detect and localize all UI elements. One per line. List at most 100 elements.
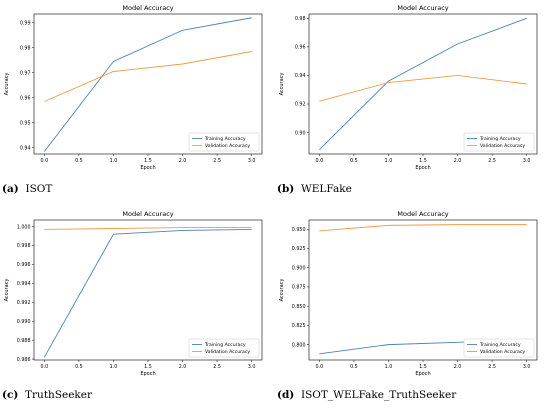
chart-title: Model Accuracy	[397, 4, 448, 12]
caption-letter-a: (a)	[2, 183, 19, 195]
x-tick-label: 0.5	[350, 158, 358, 164]
y-tick-label: 0.875	[292, 285, 306, 291]
y-tick-label: 0.92	[295, 102, 306, 108]
x-tick-label: 2.5	[213, 364, 221, 370]
legend-label: Training Accuracy	[479, 342, 521, 348]
x-axis-label: Epoch	[415, 165, 430, 171]
caption-text-d: ISOT_WELFake_TruthSeeker	[300, 389, 457, 401]
validation-accuracy-line	[319, 224, 527, 232]
chart-svg-c: Model Accuracy 0.0 0.5 1.0 1.5 2.0 2.5 3.0 0.986…	[4, 210, 263, 377]
caption-letter-d: (d)	[277, 389, 295, 401]
y-tick-label: 0.992	[17, 300, 31, 306]
x-tick-label: 2.0	[179, 364, 187, 370]
legend-label: Validation Accuracy	[480, 143, 525, 149]
x-tick-label: 3.0	[523, 158, 531, 164]
legend-label: Validation Accuracy	[205, 143, 250, 149]
y-axis-label: Accuracy	[4, 73, 10, 96]
validation-accuracy-line	[44, 51, 252, 102]
x-tick-label: 2.0	[179, 158, 187, 164]
y-tick-label: 0.925	[292, 246, 306, 252]
training-accuracy-line	[319, 17, 527, 151]
y-tick-label: 0.988	[17, 338, 31, 344]
legend-label: Training Accuracy	[204, 136, 246, 142]
y-tick-label: 0.95	[20, 120, 31, 126]
caption-text-b: WELFake	[300, 183, 352, 195]
x-tick-label: 1.5	[144, 364, 152, 370]
chart-svg-d: Model Accuracy 0.0 0.5 1.0 1.5 2.0 2.5 3.0 0.800…	[279, 210, 538, 377]
chart-panel-a: Model Accuracy 0.0 0.5 1.0 1.5 2.0 2.5 3.0 0.94 0…	[0, 0, 275, 205]
y-tick-label: 0.96	[295, 45, 306, 51]
legend-box	[463, 338, 535, 358]
chart-panel-b: Model Accuracy 0.0 0.5 1.0 1.5 2.0 2.5 3.0 0.90 0…	[275, 0, 550, 205]
caption-c: (c) TruthSeeker	[2, 389, 92, 401]
x-tick-label: 0.5	[75, 364, 83, 370]
x-tick-label: 2.0	[454, 364, 462, 370]
x-tick-label: 1.5	[419, 158, 427, 164]
legend-box	[188, 338, 260, 358]
x-tick-label: 1.0	[110, 364, 118, 370]
y-tick-label: 1.000	[17, 224, 31, 230]
x-tick-label: 2.5	[488, 158, 496, 164]
validation-accuracy-line	[44, 227, 252, 230]
legend-label: Training Accuracy	[479, 136, 521, 142]
y-tick-label: 0.99	[20, 20, 31, 26]
x-axis-label: Epoch	[140, 165, 155, 171]
x-tick-label: 1.0	[110, 158, 118, 164]
y-tick-label: 0.950	[292, 227, 306, 233]
chart-title: Model Accuracy	[122, 210, 173, 218]
x-axis-label: Epoch	[415, 371, 430, 377]
validation-accuracy-line	[319, 74, 527, 102]
y-tick-label: 0.990	[17, 319, 31, 325]
chart-title: Model Accuracy	[122, 4, 173, 12]
legend-label: Validation Accuracy	[480, 349, 525, 355]
caption-a: (a) ISOT	[2, 183, 52, 195]
x-tick-label: 0.5	[75, 158, 83, 164]
y-axis-label: Accuracy	[4, 279, 10, 302]
x-tick-label: 1.0	[385, 158, 393, 164]
legend-box	[188, 132, 260, 152]
x-tick-label: 2.5	[213, 158, 221, 164]
caption-text-c: TruthSeeker	[25, 389, 93, 401]
chart-svg-b: Model Accuracy 0.0 0.5 1.0 1.5 2.0 2.5 3.0 0.90 0…	[279, 4, 538, 171]
x-tick-label: 2.5	[488, 364, 496, 370]
y-tick-label: 0.98	[295, 16, 306, 22]
y-tick-label: 0.96	[20, 95, 31, 101]
x-tick-label: 3.0	[523, 364, 531, 370]
x-tick-label: 0.0	[41, 364, 49, 370]
x-tick-label: 0.0	[316, 158, 324, 164]
x-tick-label: 1.0	[385, 364, 393, 370]
y-tick-label: 0.900	[292, 265, 306, 271]
legend-label: Validation Accuracy	[205, 349, 250, 355]
x-tick-label: 1.5	[144, 158, 152, 164]
y-tick-label: 0.994	[17, 281, 31, 287]
y-tick-label: 0.825	[292, 323, 306, 329]
legend-label: Training Accuracy	[204, 342, 246, 348]
chart-svg-a: Model Accuracy 0.0 0.5 1.0 1.5 2.0 2.5 3.0 0.94 0…	[4, 4, 263, 171]
y-tick-label: 0.850	[292, 304, 306, 310]
legend-box	[463, 132, 535, 152]
y-tick-label: 0.97	[20, 70, 31, 76]
y-axis-label: Accuracy	[279, 279, 285, 302]
caption-letter-b: (b)	[277, 183, 295, 195]
caption-text-a: ISOT	[25, 183, 53, 195]
x-tick-label: 0.0	[41, 158, 49, 164]
y-tick-label: 0.996	[17, 262, 31, 268]
training-accuracy-line	[44, 17, 252, 152]
y-tick-label: 0.90	[295, 130, 306, 136]
x-tick-label: 1.5	[419, 364, 427, 370]
y-tick-label: 0.998	[17, 243, 31, 249]
chart-title: Model Accuracy	[397, 210, 448, 218]
x-tick-label: 3.0	[248, 158, 256, 164]
y-axis-label: Accuracy	[279, 73, 285, 96]
chart-panel-c: Model Accuracy 0.0 0.5 1.0 1.5 2.0 2.5 3.0 0.986…	[0, 206, 275, 411]
x-tick-label: 3.0	[248, 364, 256, 370]
x-tick-label: 2.0	[454, 158, 462, 164]
x-tick-label: 0.5	[350, 364, 358, 370]
y-tick-label: 0.94	[20, 145, 31, 151]
y-tick-label: 0.986	[17, 357, 31, 363]
caption-b: (b) WELFake	[277, 183, 352, 195]
x-axis-label: Epoch	[140, 371, 155, 377]
